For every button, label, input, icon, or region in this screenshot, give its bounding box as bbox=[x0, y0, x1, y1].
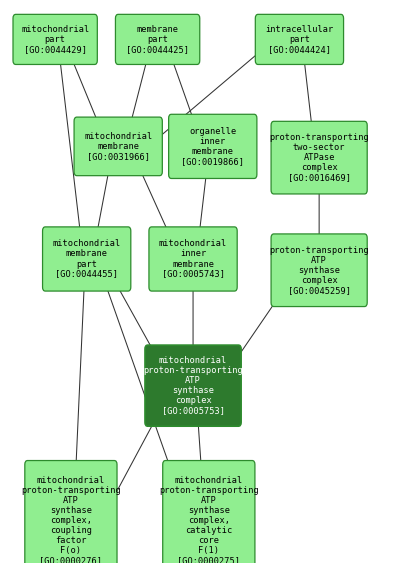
Text: proton-transporting
two-sector
ATPase
complex
[GO:0016469]: proton-transporting two-sector ATPase co… bbox=[269, 133, 369, 182]
FancyBboxPatch shape bbox=[13, 14, 97, 64]
Text: membrane
part
[GO:0044425]: membrane part [GO:0044425] bbox=[126, 25, 189, 54]
Text: proton-transporting
ATP
synthase
complex
[GO:0045259]: proton-transporting ATP synthase complex… bbox=[269, 245, 369, 295]
FancyBboxPatch shape bbox=[255, 14, 344, 64]
Text: mitochondrial
inner
membrane
[GO:0005743]: mitochondrial inner membrane [GO:0005743… bbox=[159, 239, 227, 279]
FancyBboxPatch shape bbox=[115, 14, 200, 64]
FancyBboxPatch shape bbox=[145, 345, 241, 426]
Text: organelle
inner
membrane
[GO:0019866]: organelle inner membrane [GO:0019866] bbox=[181, 127, 244, 166]
Text: mitochondrial
membrane
part
[GO:0044455]: mitochondrial membrane part [GO:0044455] bbox=[52, 239, 121, 279]
Text: mitochondrial
proton-transporting
ATP
synthase
complex
[GO:0005753]: mitochondrial proton-transporting ATP sy… bbox=[143, 356, 243, 415]
FancyBboxPatch shape bbox=[74, 117, 162, 176]
Text: mitochondrial
proton-transporting
ATP
synthase
complex,
coupling
factor
F(o)
[GO: mitochondrial proton-transporting ATP sy… bbox=[21, 476, 121, 563]
FancyBboxPatch shape bbox=[163, 461, 255, 563]
Text: intracellular
part
[GO:0044424]: intracellular part [GO:0044424] bbox=[265, 25, 334, 54]
Text: mitochondrial
proton-transporting
ATP
synthase
complex,
catalytic
core
F(1)
[GO:: mitochondrial proton-transporting ATP sy… bbox=[159, 476, 259, 563]
FancyBboxPatch shape bbox=[169, 114, 257, 178]
FancyBboxPatch shape bbox=[43, 227, 131, 291]
FancyBboxPatch shape bbox=[25, 461, 117, 563]
FancyBboxPatch shape bbox=[149, 227, 237, 291]
FancyBboxPatch shape bbox=[271, 122, 367, 194]
Text: mitochondrial
part
[GO:0044429]: mitochondrial part [GO:0044429] bbox=[21, 25, 89, 54]
Text: mitochondrial
membrane
[GO:0031966]: mitochondrial membrane [GO:0031966] bbox=[84, 132, 152, 161]
FancyBboxPatch shape bbox=[271, 234, 367, 306]
